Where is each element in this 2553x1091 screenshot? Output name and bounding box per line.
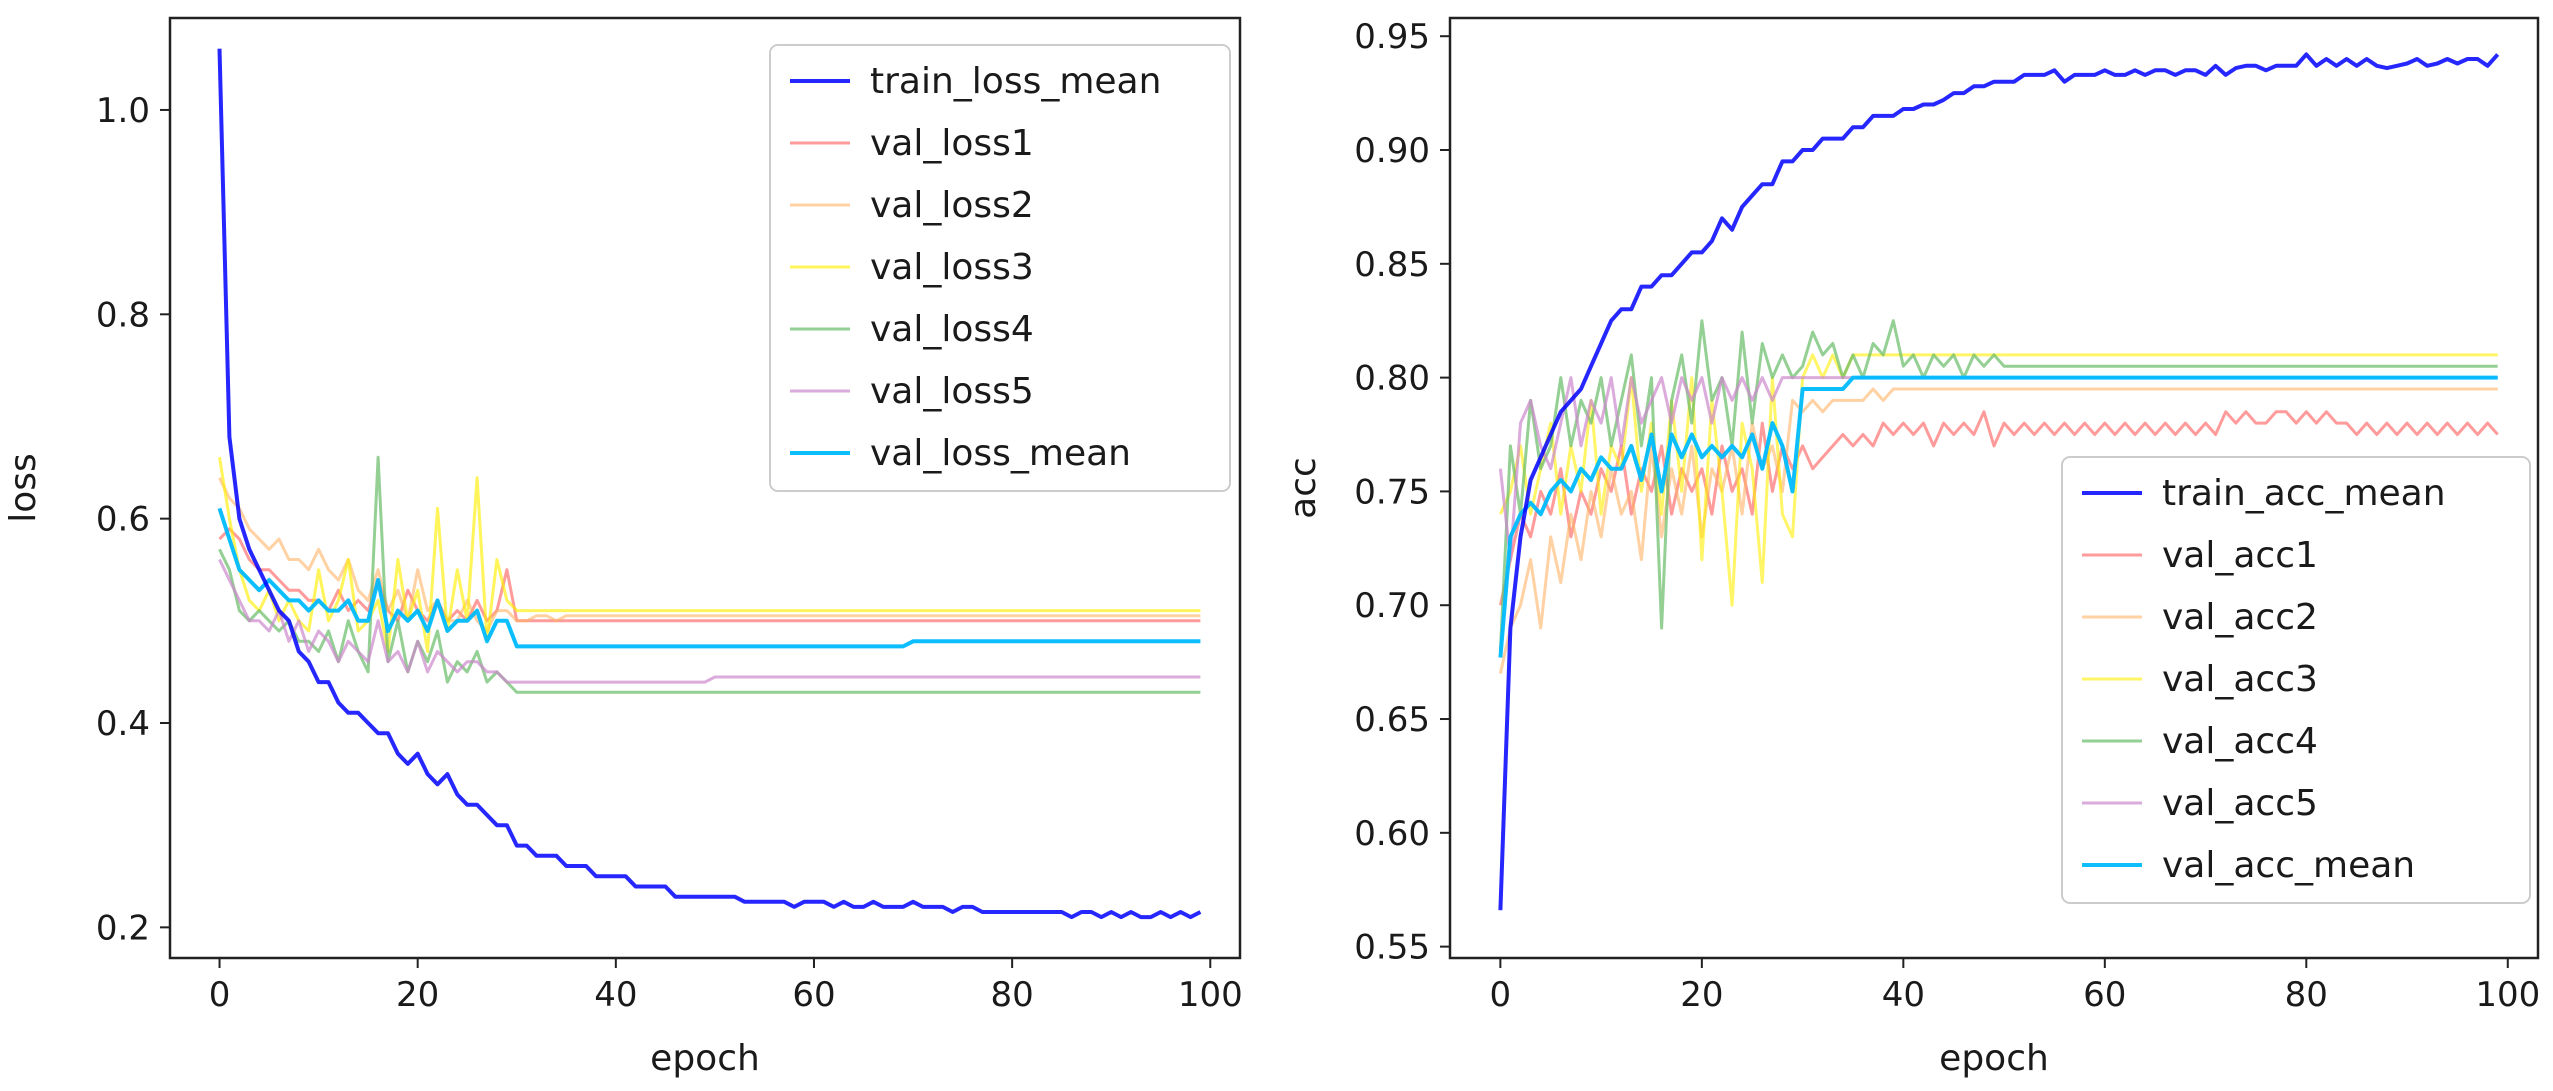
y-axis-label: loss bbox=[3, 453, 44, 523]
x-axis-label: epoch bbox=[650, 1038, 760, 1079]
legend-label: val_loss_mean bbox=[870, 433, 1131, 474]
plot-frame bbox=[168, 16, 1242, 960]
x-tick-label: 20 bbox=[1680, 975, 1723, 1015]
legend-label: val_acc5 bbox=[2162, 783, 2318, 824]
x-tick-label: 20 bbox=[396, 975, 439, 1015]
acc-chart: 0 20 40 60 80 100 0.55 0.60 0.65 0.70 0.75 0.80 0.85… bbox=[1283, 16, 2540, 1079]
y-tick-label: 0.75 bbox=[1354, 472, 1430, 512]
legend-box bbox=[769, 44, 1231, 492]
x-tick-label: 0 bbox=[209, 975, 231, 1015]
y-axis-label: acc bbox=[1283, 457, 1324, 519]
x-tick-label: 60 bbox=[2083, 975, 2126, 1015]
x-tick-label: 40 bbox=[1882, 975, 1925, 1015]
legend-label: val_loss2 bbox=[870, 185, 1034, 226]
x-axis-label: epoch bbox=[1939, 1038, 2049, 1079]
y-tick-label: 0.2 bbox=[96, 908, 150, 948]
y-tick-label: 0.55 bbox=[1354, 928, 1430, 968]
y-tick-label: 0.8 bbox=[96, 295, 150, 335]
x-tick-label: 100 bbox=[2475, 975, 2540, 1015]
x-tick-label: 80 bbox=[990, 975, 1033, 1015]
legend-label: val_loss3 bbox=[870, 247, 1034, 288]
y-tick-label: 0.85 bbox=[1354, 245, 1430, 285]
series-line-val-loss4 bbox=[218, 455, 1201, 694]
legend-label: val_acc_mean bbox=[2162, 845, 2415, 886]
legend-label: val_acc4 bbox=[2162, 721, 2318, 762]
series-line-train-acc-mean bbox=[1498, 52, 2500, 911]
series-group bbox=[1498, 52, 2500, 911]
x-tick-label: 100 bbox=[1178, 975, 1243, 1015]
legend-box bbox=[2061, 456, 2531, 904]
series-line-train-loss-mean bbox=[217, 48, 1202, 920]
legend-label: val_acc3 bbox=[2162, 659, 2318, 700]
y-tick-label: 0.95 bbox=[1354, 17, 1430, 57]
series-group bbox=[217, 48, 1202, 920]
x-tick-label: 60 bbox=[792, 975, 835, 1015]
legend-label: val_acc2 bbox=[2162, 597, 2318, 638]
y-tick-label: 0.6 bbox=[96, 500, 150, 540]
x-tick-label: 80 bbox=[2285, 975, 2328, 1015]
x-tick-label: 0 bbox=[1490, 975, 1512, 1015]
legend-label: train_loss_mean bbox=[870, 61, 1161, 102]
legend-label: val_acc1 bbox=[2162, 535, 2318, 576]
legend-label: val_loss5 bbox=[870, 371, 1034, 412]
series-line-val-loss-mean bbox=[217, 507, 1201, 649]
y-tick-label: 0.60 bbox=[1354, 814, 1430, 854]
x-tick-label: 40 bbox=[594, 975, 637, 1015]
y-tick-label: 0.70 bbox=[1354, 586, 1430, 626]
series-line-val-acc4 bbox=[1498, 319, 2498, 651]
y-tick-label: 0.4 bbox=[96, 704, 150, 744]
y-tick-label: 0.80 bbox=[1354, 359, 1430, 399]
y-tick-label: 0.65 bbox=[1354, 700, 1430, 740]
series-line-val-loss3 bbox=[218, 457, 1201, 653]
y-tick-label: 1.0 bbox=[96, 91, 150, 131]
loss-chart: 0 20 40 60 80 100 0.2 0.4 0.6 0.8 1.0 epoch loss trai… bbox=[3, 16, 1243, 1079]
legend-label: train_acc_mean bbox=[2162, 473, 2446, 514]
y-tick-label: 0.90 bbox=[1354, 131, 1430, 171]
series-line-val-loss1 bbox=[218, 527, 1201, 623]
series-line-val-acc-mean bbox=[1498, 375, 2498, 658]
legend-label: val_loss4 bbox=[870, 309, 1034, 350]
plot-frame bbox=[1448, 16, 2540, 960]
legend-label: val_loss1 bbox=[870, 123, 1034, 164]
series-line-val-loss5 bbox=[218, 558, 1201, 684]
